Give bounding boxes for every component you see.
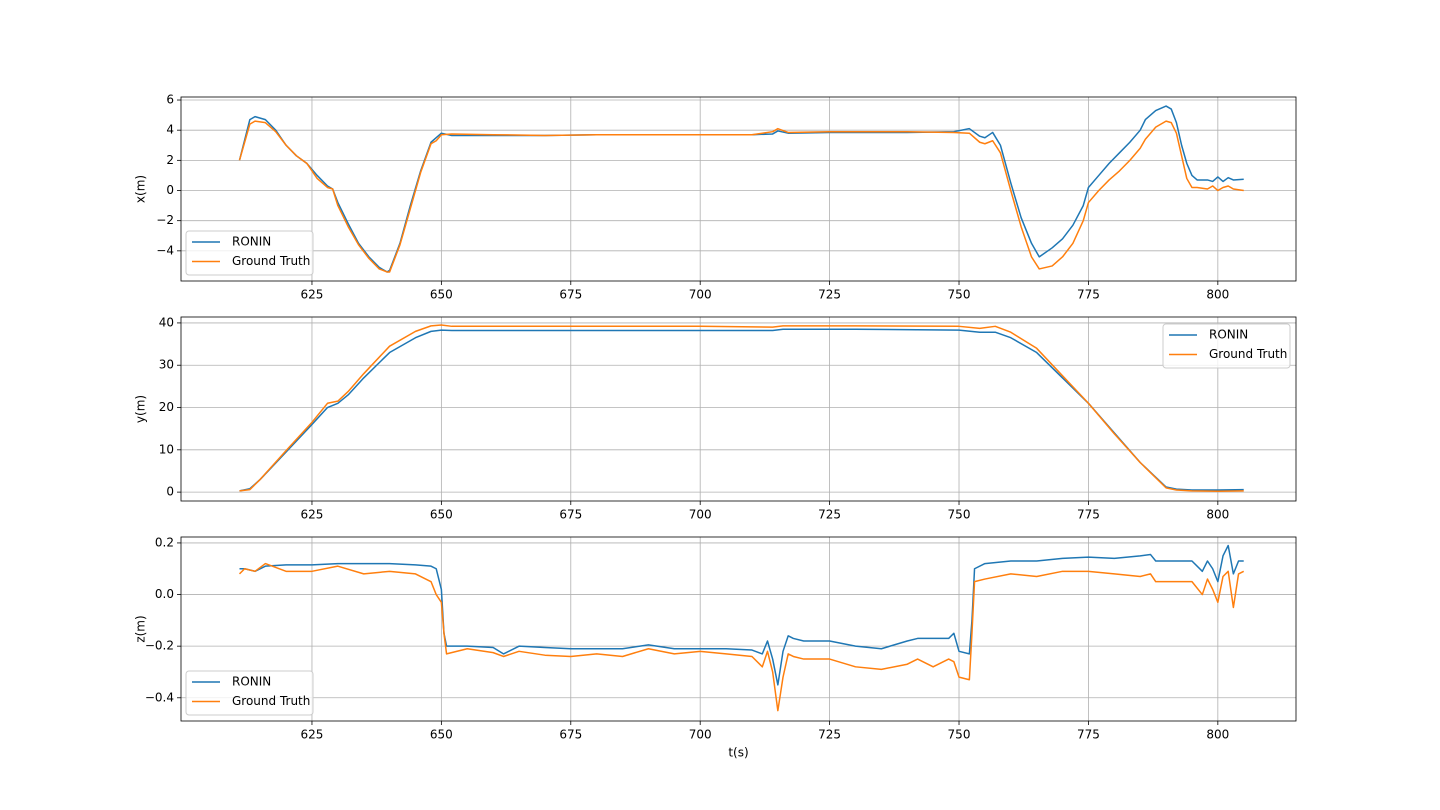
y-tick-label: 6 <box>166 93 174 107</box>
y-tick-label: 0 <box>166 485 174 499</box>
x-tick-label: 800 <box>1206 508 1229 522</box>
data-line <box>238 120 1244 273</box>
y-tick-label: 0.2 <box>155 535 174 549</box>
legend-label: RONIN <box>232 235 271 249</box>
x-tick-label: 675 <box>559 728 582 742</box>
y-tick-label: 30 <box>159 358 174 372</box>
x-tick-label: 775 <box>1077 508 1100 522</box>
y-tick-label: 40 <box>159 315 174 329</box>
y-tick-label: 0 <box>166 183 174 197</box>
subplot: 625 650 675 700 725 750 775 800 −0.4 −0.2 0.0 0.2 z(… <box>134 535 1297 760</box>
x-tick-label: 675 <box>559 508 582 522</box>
data-line <box>239 328 1244 492</box>
y-tick-label: 2 <box>166 153 174 167</box>
y-tick-label: −0.4 <box>145 690 174 704</box>
x-tick-label: 750 <box>948 728 971 742</box>
x-tick-label: 775 <box>1077 288 1100 302</box>
legend-label: Ground Truth <box>232 254 310 268</box>
y-tick-label: 0.0 <box>155 587 174 601</box>
x-tick-label: 700 <box>689 728 712 742</box>
legend: RONIN Ground Truth <box>185 670 314 716</box>
data-line <box>238 562 1245 712</box>
legend-label: RONIN <box>232 675 271 689</box>
x-tick-label: 625 <box>301 728 324 742</box>
axes-frame <box>180 316 1297 502</box>
y-tick-label: −4 <box>156 243 174 257</box>
y-tick-label: 20 <box>159 400 174 414</box>
x-tick-label: 650 <box>430 288 453 302</box>
x-tick-label: 750 <box>948 508 971 522</box>
legend-label: Ground Truth <box>1209 347 1287 361</box>
x-tick-label: 700 <box>689 288 712 302</box>
y-axis-label: y(m) <box>134 395 148 423</box>
x-tick-label: 800 <box>1206 288 1229 302</box>
legend: RONIN Ground Truth <box>1162 323 1291 369</box>
x-tick-label: 725 <box>818 508 841 522</box>
axes-frame <box>180 96 1297 282</box>
axes-frame <box>180 536 1297 722</box>
data-line <box>239 324 1244 493</box>
x-tick-label: 625 <box>301 508 324 522</box>
data-line <box>238 105 1244 273</box>
x-tick-label: 700 <box>689 508 712 522</box>
y-tick-label: 10 <box>159 442 174 456</box>
y-tick-label: 4 <box>166 123 174 137</box>
x-tick-label: 775 <box>1077 728 1100 742</box>
x-tick-label: 725 <box>818 288 841 302</box>
subplot: 625 650 675 700 725 750 775 800 −4 −2 0 2 4 6 x(m) RONI… <box>134 93 1297 302</box>
y-tick-label: −0.2 <box>145 639 174 653</box>
x-tick-label: 650 <box>430 728 453 742</box>
x-tick-label: 675 <box>559 288 582 302</box>
legend: RONIN Ground Truth <box>185 230 314 276</box>
x-tick-label: 800 <box>1206 728 1229 742</box>
y-tick-label: −2 <box>156 213 174 227</box>
x-tick-label: 650 <box>430 508 453 522</box>
x-tick-label: 725 <box>818 728 841 742</box>
x-axis-label: t(s) <box>728 746 748 760</box>
y-axis-label: z(m) <box>134 615 148 642</box>
legend-label: Ground Truth <box>232 694 310 708</box>
y-axis-label: x(m) <box>134 175 148 203</box>
x-tick-label: 750 <box>948 288 971 302</box>
x-tick-label: 625 <box>301 288 324 302</box>
legend-label: RONIN <box>1209 328 1248 342</box>
data-line <box>239 544 1244 686</box>
subplot: 625 650 675 700 725 750 775 800 0 10 20 30 40 y(m) RON… <box>134 315 1297 522</box>
